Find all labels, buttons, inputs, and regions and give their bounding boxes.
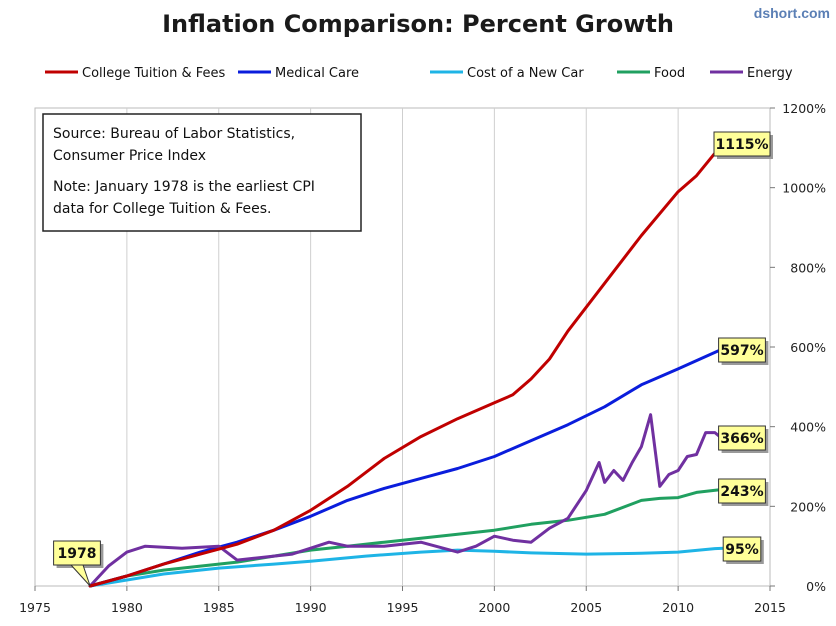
note-box-frame [42, 113, 362, 232]
x-tick-label: 2000 [478, 600, 510, 615]
x-tick-label: 2010 [662, 600, 694, 615]
y-tick-label: 1200% [782, 101, 826, 116]
legend-label: College Tuition & Fees [82, 66, 226, 81]
end-label-3-box [718, 478, 766, 504]
start-label-1978: 1978 [53, 540, 104, 587]
end-label-2: 95% [722, 536, 764, 564]
axes: 1975 1980 1985 1990 1995 2000 2005 2010 2015 0% 20… [19, 101, 826, 615]
end-label-4: 366% [718, 425, 769, 453]
watermark: dshort.com [754, 5, 830, 21]
y-tick-label: 1000% [782, 181, 826, 196]
end-label-2-box [722, 536, 762, 562]
series-line-1 [88, 346, 726, 588]
series-lines [88, 140, 726, 588]
end-label-3-text: 243% [720, 484, 763, 500]
x-tick-label: 1975 [19, 600, 51, 615]
y-tick-label: 600% [790, 340, 826, 355]
chart-title: Inflation Comparison: Percent Growth [162, 10, 674, 38]
series-line-4 [88, 413, 726, 588]
start-label-1978-box [53, 540, 101, 566]
y-tick-label: 400% [790, 420, 826, 435]
x-tick-label: 1990 [295, 600, 327, 615]
series-line-3 [88, 487, 726, 588]
note-line-data: data for College Tuition & Fees. [53, 201, 271, 217]
end-label-4-box [718, 425, 766, 451]
end-label-2-text: 95% [725, 542, 759, 558]
series-line-0 [88, 140, 726, 588]
note-line-source: Source: Bureau of Labor Statistics, [53, 126, 295, 142]
end-label-0-text: 1115% [716, 137, 769, 153]
series-line-2 [88, 546, 726, 588]
y-tick-label: 200% [790, 499, 826, 514]
start-label-1978-text: 1978 [58, 546, 97, 562]
end-label-0-box [713, 131, 771, 157]
end-label-0: 1115% [713, 131, 773, 159]
x-tick-label: 1985 [203, 600, 235, 615]
end-label-1-box [718, 337, 766, 363]
y-tick-label: 800% [790, 260, 826, 275]
y-tick-label: 0% [806, 579, 826, 594]
legend-label: Energy [747, 66, 793, 81]
x-tick-label: 1995 [387, 600, 419, 615]
end-label-3: 243% [718, 478, 769, 506]
end-label-1: 597% [718, 337, 769, 365]
legend: College Tuition & Fees Medical Care Cost o… [45, 66, 793, 81]
note-line-note: Note: January 1978 is the earliest CPI [53, 179, 315, 195]
x-tick-label: 1980 [111, 600, 143, 615]
end-label-1-text: 597% [720, 343, 763, 359]
end-label-4-text: 366% [720, 431, 763, 447]
legend-label: Cost of a New Car [467, 66, 584, 81]
legend-label: Medical Care [275, 66, 359, 81]
note-line-cpi: Consumer Price Index [53, 148, 206, 164]
callouts: 1115% 597% 366% 243% 95% 1978 [53, 131, 773, 587]
note-box: Source: Bureau of Labor Statistics, Cons… [42, 113, 362, 232]
x-tick-label: 2015 [754, 600, 786, 615]
legend-label: Food [654, 66, 685, 81]
x-tick-label: 2005 [570, 600, 602, 615]
